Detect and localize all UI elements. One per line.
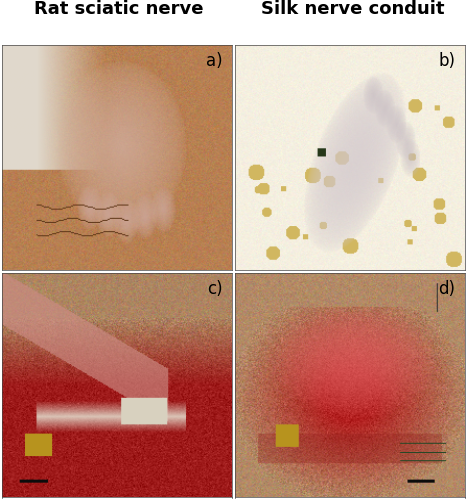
Text: d): d) [439, 280, 455, 297]
Text: b): b) [439, 52, 455, 70]
Text: Rat sciatic nerve: Rat sciatic nerve [35, 0, 204, 18]
Text: a): a) [206, 52, 223, 70]
Text: c): c) [207, 280, 223, 297]
Text: Silk nerve conduit: Silk nerve conduit [261, 0, 444, 18]
